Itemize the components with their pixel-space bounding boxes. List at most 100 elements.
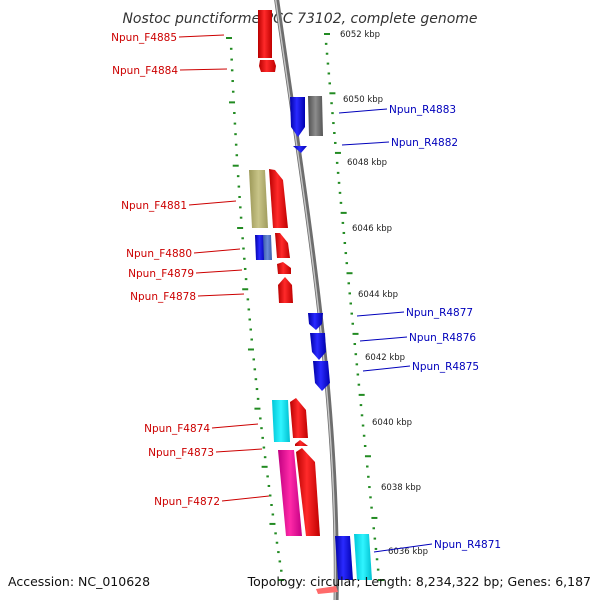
minor-tick <box>339 201 343 204</box>
minor-tick <box>353 343 357 346</box>
major-tick <box>364 455 371 458</box>
genome-backbone-highlight <box>275 0 336 600</box>
minor-tick <box>244 278 248 281</box>
gene-npun-r4875 <box>313 361 330 391</box>
major-tick <box>340 211 347 214</box>
minor-tick <box>341 221 345 224</box>
minor-tick <box>277 551 280 554</box>
label-npun-r4875: Npun_R4875 <box>412 361 479 373</box>
minor-tick <box>325 52 329 55</box>
scale-label: 6036 kbp <box>388 547 428 557</box>
minor-tick <box>361 424 365 427</box>
minor-tick <box>235 154 239 157</box>
minor-tick <box>231 80 234 83</box>
minor-tick <box>344 252 348 255</box>
reverse-gene-labels: Npun_R4883 Npun_R4882 Npun_R4877 Npun_R4… <box>338 104 501 553</box>
minor-tick <box>332 122 335 125</box>
minor-tick <box>271 513 275 516</box>
minor-tick <box>374 547 378 550</box>
minor-tick <box>343 242 347 245</box>
gene-npun-r4871-a <box>335 536 353 580</box>
gene-npun-f4881 <box>269 169 288 228</box>
minor-tick <box>354 353 358 356</box>
major-tick <box>232 164 239 167</box>
tick-tracks <box>226 33 384 581</box>
gene-npun-r4877 <box>308 313 323 330</box>
minor-tick <box>334 141 337 144</box>
minor-tick <box>270 504 273 507</box>
gene-npun-f4872-a <box>278 450 302 536</box>
minor-tick <box>230 69 234 72</box>
gene-npun-f4874-a <box>272 400 290 442</box>
scale-label: 6038 kbp <box>381 483 421 493</box>
major-tick <box>324 33 330 35</box>
gene-npun-f4880-a <box>255 235 265 260</box>
major-tick <box>242 288 249 291</box>
minor-tick <box>359 404 363 407</box>
major-tick <box>237 227 244 229</box>
genome-summary-text: Topology: circular; Length: 8,234,322 bp… <box>247 574 591 589</box>
minor-tick <box>253 368 257 371</box>
gene-npun-f4884 <box>259 60 276 72</box>
minor-tick <box>336 171 340 174</box>
label-npun-f4885: Npun_F4885 <box>111 32 177 44</box>
minor-tick <box>250 338 253 341</box>
minor-tick <box>233 122 237 125</box>
minor-tick <box>256 397 260 400</box>
minor-tick <box>373 537 377 540</box>
minor-tick <box>372 527 375 530</box>
minor-tick <box>267 484 271 487</box>
label-npun-f4881: Npun_F4881 <box>121 200 187 212</box>
minor-tick <box>239 206 242 209</box>
minor-tick <box>239 216 243 219</box>
minor-tick <box>236 175 240 178</box>
minor-tick <box>254 378 258 381</box>
major-tick <box>254 407 261 410</box>
gene-npun-r4871 <box>354 534 372 580</box>
minor-tick <box>360 414 364 417</box>
major-tick <box>378 579 384 581</box>
minor-tick <box>363 444 367 447</box>
label-npun-r4877: Npun_R4877 <box>406 307 473 319</box>
minor-tick <box>260 427 263 430</box>
major-tick <box>329 92 336 95</box>
minor-tick <box>375 558 379 561</box>
minor-tick <box>234 143 238 146</box>
label-npun-f4872: Npun_F4872 <box>154 496 220 508</box>
minor-tick <box>274 532 277 535</box>
gene-npun-r4883-b <box>308 96 323 136</box>
minor-tick <box>229 47 233 50</box>
minor-tick <box>249 328 252 331</box>
minor-tick <box>376 568 380 571</box>
minor-tick <box>367 475 370 478</box>
major-tick <box>278 579 284 581</box>
major-tick <box>247 348 254 351</box>
major-tick <box>358 393 365 396</box>
minor-tick <box>330 102 333 105</box>
major-tick <box>352 332 359 335</box>
forward-gene-labels: Npun_F4885 Npun_F4884 Npun_F4881 Npun_F4… <box>111 32 270 508</box>
minor-tick <box>242 247 245 250</box>
major-tick <box>269 522 276 525</box>
minor-tick <box>357 383 361 386</box>
label-npun-r4883: Npun_R4883 <box>389 104 456 116</box>
minor-tick <box>362 434 366 437</box>
minor-tick <box>230 58 233 61</box>
gene-npun-r4882 <box>293 146 307 153</box>
minor-tick <box>366 465 369 468</box>
minor-tick <box>263 456 267 459</box>
major-tick <box>226 37 232 39</box>
minor-tick <box>233 111 236 114</box>
label-npun-f4880: Npun_F4880 <box>126 248 192 260</box>
minor-tick <box>231 90 235 93</box>
minor-tick <box>349 302 352 305</box>
minor-tick <box>243 257 246 260</box>
genome-backbone <box>274 0 339 600</box>
minor-tick <box>275 541 279 544</box>
minor-tick <box>342 231 346 234</box>
minor-tick <box>370 506 373 509</box>
major-tick <box>261 465 268 468</box>
minor-tick <box>369 496 372 499</box>
minor-tick <box>247 308 251 311</box>
